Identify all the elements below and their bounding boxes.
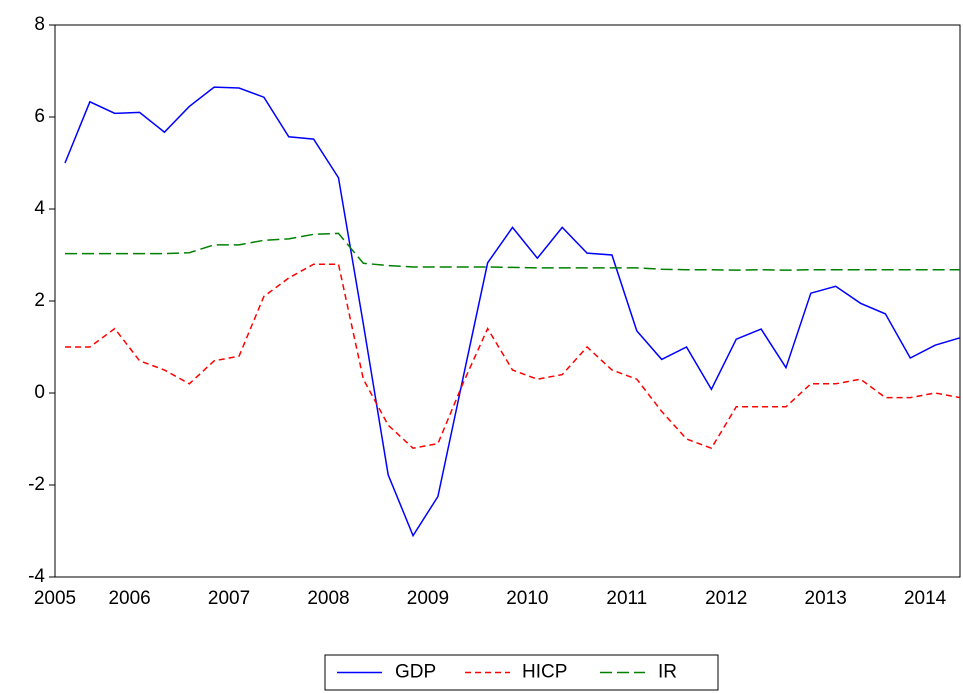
y-tick-label: 2	[34, 290, 45, 311]
x-tick-label: 2011	[606, 588, 647, 609]
y-tick-label: 6	[34, 106, 45, 127]
legend-label: GDP	[395, 662, 436, 683]
x-tick-label: 2013	[805, 588, 847, 609]
series-line	[64, 86, 961, 538]
y-tick-label: 4	[34, 198, 45, 219]
x-tick-label: 2005	[34, 588, 76, 609]
y-tick-label: 8	[34, 14, 45, 35]
y-tick-label: -4	[28, 566, 45, 587]
y-tick-label: -2	[28, 474, 45, 495]
legend-label: IR	[658, 662, 677, 683]
x-tick-label: 2014	[904, 588, 947, 609]
x-tick-label: 2009	[407, 588, 449, 609]
x-tick-label: 2008	[307, 588, 349, 609]
plot-frame	[54, 24, 961, 578]
x-tick-label: 2010	[506, 588, 548, 609]
legend-label: HICP	[522, 662, 567, 683]
x-tick-label: 2012	[705, 588, 747, 609]
series-line	[65, 232, 960, 271]
series-line	[65, 263, 961, 450]
x-tick-label: 2006	[108, 588, 150, 609]
y-tick-label: 0	[34, 382, 45, 403]
legend-box	[324, 654, 719, 691]
x-tick-label: 2007	[208, 588, 250, 609]
